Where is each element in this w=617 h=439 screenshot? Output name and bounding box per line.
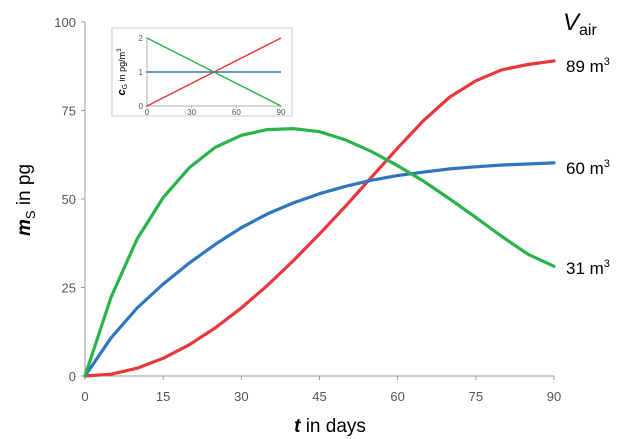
x-axis-label-var: t — [294, 416, 301, 437]
inset-plot: 0 30 60 90 0 1 2 cG in pg/m3 — [111, 27, 293, 117]
x-tick-label: 0 — [81, 389, 88, 404]
x-tick-label: 75 — [469, 389, 483, 404]
y-tick-label: 25 — [62, 281, 76, 296]
y-tick-label: 75 — [62, 104, 76, 119]
inset-y-label-sub: G — [122, 84, 129, 89]
series-line-1 — [83, 161, 556, 378]
inset-x-tick-label: 0 — [145, 108, 150, 117]
inset-series-line-2 — [146, 37, 282, 107]
x-tick-label: 60 — [390, 389, 404, 404]
series-label-31-sup: 3 — [604, 258, 610, 270]
series-label-60: 60 m3 — [566, 158, 610, 178]
y-axis-label-var: m — [14, 219, 35, 236]
series-line-0 — [83, 59, 556, 378]
inset-x-tick-label: 60 — [232, 108, 241, 117]
x-tick-label: 90 — [547, 389, 561, 404]
x-axis-label-unit: in days — [300, 416, 365, 437]
y-ticks: 0 25 50 75 100 — [54, 15, 85, 384]
x-ticks: 0 15 30 45 60 75 90 — [81, 376, 561, 404]
inset-series-lines — [146, 37, 282, 107]
y-tick-label: 50 — [62, 192, 76, 207]
inset-y-ticks: 0 1 2 — [139, 34, 147, 111]
inset-y-tick-label: 0 — [139, 102, 144, 111]
main-series-lines — [83, 59, 556, 378]
inset-x-tick-label: 30 — [187, 108, 196, 117]
inset-x-ticks: 0 30 60 90 — [145, 106, 286, 117]
y-tick-label: 100 — [54, 15, 76, 30]
inset-x-tick-label: 90 — [277, 108, 286, 117]
right-title-sub: air — [579, 22, 597, 39]
series-label-89-sup: 3 — [604, 56, 610, 68]
series-label-89: 89 m3 — [566, 56, 610, 76]
y-axis-label-sub: S — [23, 210, 38, 219]
x-tick-label: 15 — [156, 389, 170, 404]
inset-y-label-var: c — [116, 89, 128, 95]
y-axis-label-unit: in pg — [14, 164, 35, 210]
y-axis-label: mS in pg — [14, 164, 38, 236]
series-label-31: 31 m3 — [566, 258, 610, 278]
x-tick-label: 30 — [234, 389, 248, 404]
x-tick-label: 45 — [312, 389, 326, 404]
inset-y-label-unit: in pg/m — [117, 52, 127, 84]
right-title: Vair — [563, 9, 597, 39]
series-label-60-value: 60 m — [566, 159, 604, 178]
inset-y-label-sup: 3 — [117, 48, 123, 52]
inset-y-tick-label: 2 — [139, 34, 144, 43]
series-line-2 — [83, 127, 556, 378]
series-label-31-value: 31 m — [566, 259, 604, 278]
inset-y-axis-label: cG in pg/m3 — [116, 48, 129, 96]
right-title-var: V — [563, 9, 581, 36]
inset-y-tick-label: 1 — [139, 68, 144, 77]
series-label-60-sup: 3 — [604, 158, 610, 170]
y-tick-label: 0 — [69, 369, 76, 384]
x-axis-label: t in days — [294, 416, 366, 437]
series-label-89-value: 89 m — [566, 57, 604, 76]
